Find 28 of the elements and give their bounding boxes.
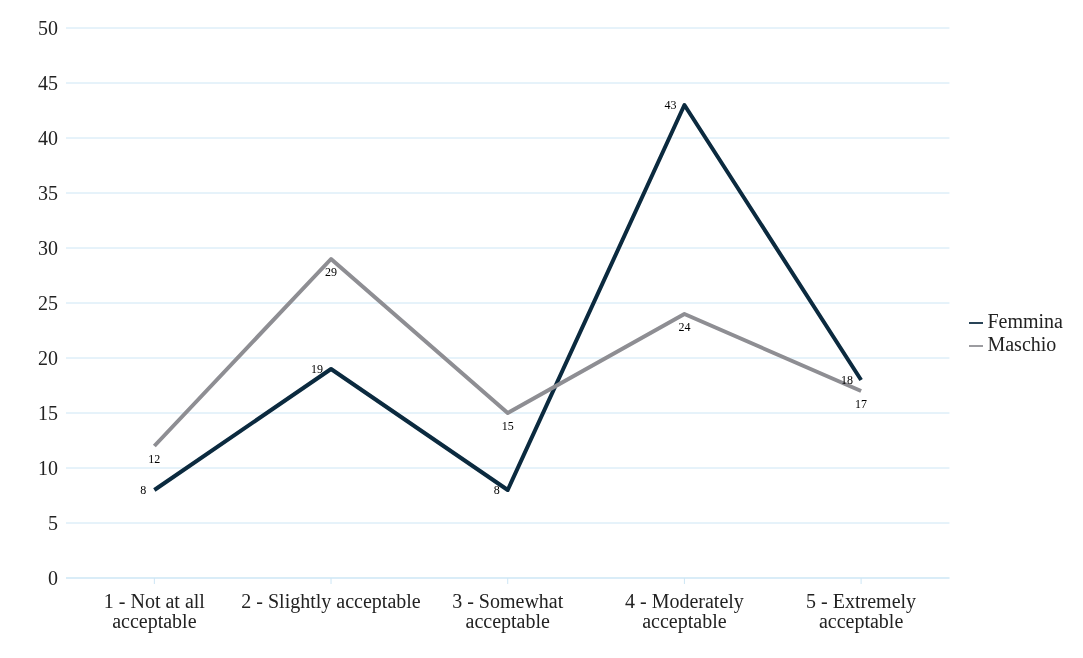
- y-tick-label: 5: [48, 512, 58, 535]
- data-label: 8: [493, 483, 500, 498]
- legend-label: Femmina: [987, 310, 1063, 332]
- x-tick-label: 3 - Somewhat acceptable: [452, 590, 564, 634]
- legend-label: Maschio: [987, 333, 1057, 355]
- data-label: 18: [841, 373, 854, 388]
- data-label: 12: [148, 451, 161, 466]
- data-label: 29: [325, 264, 338, 279]
- y-tick-label: 40: [38, 127, 58, 150]
- data-label: 19: [311, 362, 324, 377]
- x-tick-label: 5 - Extremely acceptable: [806, 590, 917, 634]
- data-label: 15: [501, 418, 514, 433]
- y-tick-label: 30: [38, 237, 58, 260]
- x-tick-label: 2 - Slightly acceptable: [241, 590, 421, 614]
- y-tick-label: 50: [38, 17, 58, 40]
- y-tick-label: 45: [38, 72, 58, 95]
- y-tick-label: 15: [38, 402, 58, 425]
- y-tick-label: 20: [38, 347, 58, 370]
- y-tick-label: 10: [38, 457, 58, 480]
- data-label: 43: [664, 98, 677, 113]
- x-tick-label: 4 - Moderately acceptable: [624, 590, 744, 634]
- data-label: 17: [855, 396, 868, 411]
- y-tick-label: 25: [38, 292, 58, 315]
- y-tick-label: 0: [48, 567, 58, 590]
- x-tick-label: 1 - Not at all acceptable: [103, 590, 206, 634]
- data-label: 8: [140, 483, 147, 498]
- y-tick-label: 35: [38, 182, 58, 205]
- data-label: 24: [678, 319, 691, 334]
